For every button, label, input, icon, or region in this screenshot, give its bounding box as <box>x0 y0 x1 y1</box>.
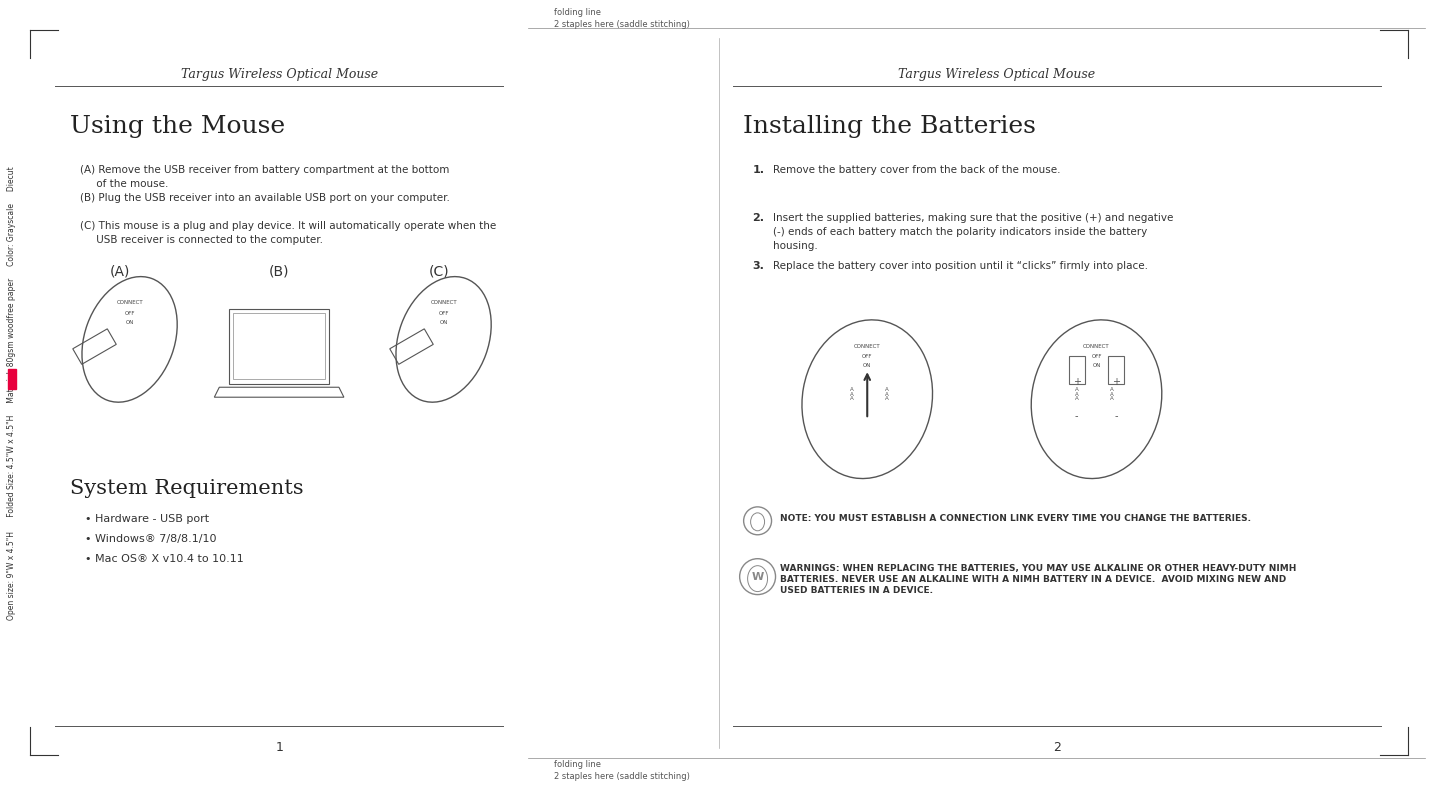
Text: (A) Remove the USB receiver from battery compartment at the bottom
     of the m: (A) Remove the USB receiver from battery… <box>79 165 448 189</box>
Text: OFF: OFF <box>438 312 448 316</box>
Text: • Hardware - USB port: • Hardware - USB port <box>85 514 209 524</box>
Text: folding line
2 staples here (saddle stitching): folding line 2 staples here (saddle stit… <box>554 9 691 29</box>
Text: folding line
2 staples here (saddle stitching): folding line 2 staples here (saddle stit… <box>554 760 691 781</box>
Text: Targus Wireless Optical Mouse: Targus Wireless Optical Mouse <box>180 68 378 81</box>
Text: • Mac OS® X v10.4 to 10.11: • Mac OS® X v10.4 to 10.11 <box>85 554 244 563</box>
Text: A
A
A: A A A <box>1074 387 1079 401</box>
Bar <box>9 369 16 390</box>
Text: A
A
A: A A A <box>885 387 890 401</box>
Text: (B): (B) <box>268 264 290 279</box>
Text: Using the Mouse: Using the Mouse <box>69 115 286 138</box>
Text: +: + <box>1073 377 1080 387</box>
Text: (C) This mouse is a plug and play device. It will automatically operate when the: (C) This mouse is a plug and play device… <box>79 221 496 245</box>
Text: 3.: 3. <box>753 260 764 271</box>
Text: CONNECT: CONNECT <box>1083 345 1110 349</box>
Text: Targus Wireless Optical Mouse: Targus Wireless Optical Mouse <box>898 68 1096 81</box>
Text: CONNECT: CONNECT <box>854 345 881 349</box>
Text: A
A
A: A A A <box>851 387 854 401</box>
Text: (B) Plug the USB receiver into an available USB port on your computer.: (B) Plug the USB receiver into an availa… <box>79 193 450 203</box>
Text: WARNINGS: WHEN REPLACING THE BATTERIES, YOU MAY USE ALKALINE OR OTHER HEAVY-DUTY: WARNINGS: WHEN REPLACING THE BATTERIES, … <box>780 563 1296 595</box>
Text: NOTE: YOU MUST ESTABLISH A CONNECTION LINK EVERY TIME YOU CHANGE THE BATTERIES.: NOTE: YOU MUST ESTABLISH A CONNECTION LI… <box>780 514 1250 523</box>
Bar <box>389 329 433 364</box>
Text: ON: ON <box>1093 364 1100 368</box>
Text: Replace the battery cover into position until it “clicks” firmly into place.: Replace the battery cover into position … <box>773 260 1148 271</box>
Text: Installing the Batteries: Installing the Batteries <box>743 115 1035 138</box>
Bar <box>1069 357 1084 384</box>
Text: 1.: 1. <box>753 165 764 175</box>
Text: (C): (C) <box>428 264 448 279</box>
Text: OFF: OFF <box>862 354 872 360</box>
Text: OFF: OFF <box>124 312 136 316</box>
Text: W: W <box>751 571 764 582</box>
Text: ON: ON <box>125 320 134 326</box>
Text: -: - <box>1074 411 1079 421</box>
Text: CONNECT: CONNECT <box>430 300 457 305</box>
Text: 2: 2 <box>1053 741 1060 754</box>
Text: +: + <box>1112 377 1120 387</box>
Text: Insert the supplied batteries, making sure that the positive (+) and negative
(-: Insert the supplied batteries, making su… <box>773 212 1172 251</box>
Text: • Windows® 7/8/8.1/10: • Windows® 7/8/8.1/10 <box>85 534 216 544</box>
Bar <box>1109 357 1125 384</box>
Text: 1: 1 <box>275 741 283 754</box>
Text: OFF: OFF <box>1092 354 1102 360</box>
Text: System Requirements: System Requirements <box>69 479 303 498</box>
Text: Remove the battery cover from the back of the mouse.: Remove the battery cover from the back o… <box>773 165 1060 175</box>
Text: -: - <box>1115 411 1118 421</box>
Text: (A): (A) <box>110 264 130 279</box>
Bar <box>72 329 117 364</box>
Text: CONNECT: CONNECT <box>117 300 143 305</box>
Text: Open size: 9"W x 4.5"H      Folded Size: 4.5"W x 4.5"H     Material: 80gsm woodf: Open size: 9"W x 4.5"H Folded Size: 4.5"… <box>7 166 16 619</box>
Text: ON: ON <box>864 364 871 368</box>
Text: 2.: 2. <box>753 212 764 223</box>
Text: ON: ON <box>440 320 448 326</box>
Text: A
A
A: A A A <box>1109 387 1113 401</box>
